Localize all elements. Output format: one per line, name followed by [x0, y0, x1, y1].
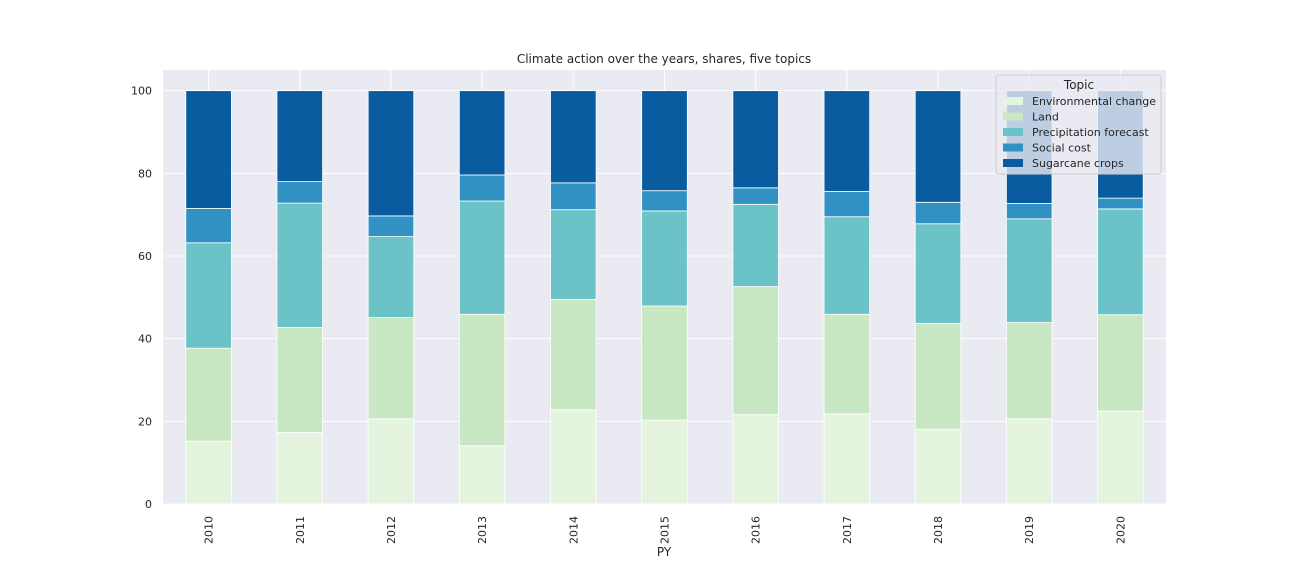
bar-segment — [732, 203, 779, 287]
bar-segment — [276, 202, 323, 328]
x-tick-label: 2019 — [1023, 516, 1036, 544]
x-tick-label: 2020 — [1114, 516, 1127, 544]
y-tick-label: 60 — [138, 250, 152, 263]
x-tick-label: 2013 — [476, 516, 489, 544]
bar-segment — [458, 90, 506, 176]
bar-segment — [732, 90, 779, 189]
bar-segment — [276, 327, 323, 433]
bar-segment — [185, 90, 232, 209]
bar-segment — [367, 215, 415, 237]
legend-swatch — [1003, 159, 1023, 167]
bar-segment — [641, 90, 688, 192]
legend-swatch — [1003, 97, 1023, 105]
bar-segment — [367, 317, 415, 420]
x-tick-label: 2012 — [385, 516, 398, 544]
legend-label: Precipitation forecast — [1032, 126, 1149, 139]
y-tick-label: 0 — [145, 498, 152, 511]
legend-swatch — [1003, 143, 1023, 152]
bar-segment — [823, 413, 871, 505]
bar-segment — [823, 216, 871, 315]
y-tick-label: 80 — [138, 167, 152, 180]
bar-segment — [1006, 418, 1053, 505]
bar-segment — [276, 432, 323, 505]
legend-label: Land — [1032, 111, 1059, 124]
bar-segment — [276, 181, 323, 204]
legend-entry: Social cost — [1003, 142, 1092, 155]
y-tick-label: 100 — [131, 85, 152, 98]
bar-segment — [367, 236, 415, 318]
bar-segment — [1097, 208, 1144, 316]
bar-segment — [641, 305, 688, 421]
legend: Topic Environmental change Land Precipitat… — [995, 74, 1162, 175]
bar-segment — [458, 174, 506, 202]
x-tick-label: 2018 — [932, 516, 945, 544]
bar-segment — [550, 90, 597, 184]
bar-segment — [732, 414, 779, 505]
bar-segment — [1097, 314, 1144, 412]
bar-segment — [550, 182, 597, 211]
bar-segment — [641, 190, 688, 212]
x-tick-label: 2015 — [659, 516, 672, 544]
legend-frame — [995, 74, 1162, 175]
x-axis-label: PY — [657, 545, 672, 559]
bar-segment — [914, 223, 962, 324]
bar-segment — [1097, 410, 1144, 505]
chart-title: Climate action over the years, shares, f… — [517, 52, 811, 66]
legend-title: Topic — [1063, 78, 1094, 92]
bar-segment — [732, 286, 779, 416]
y-tick-label: 20 — [138, 415, 152, 428]
bar-segment — [367, 90, 415, 217]
bar-segment — [823, 191, 871, 218]
bar-segment — [185, 208, 232, 244]
axes: 0 20 40 60 80 100 2010 2011 2012 2013 2014 2015 2016… — [131, 85, 1127, 544]
bar-segment — [367, 418, 415, 505]
legend-label: Social cost — [1032, 142, 1092, 155]
x-tick-label: 2016 — [750, 516, 763, 544]
bar-segment — [1006, 218, 1053, 323]
x-tick-label: 2010 — [203, 516, 216, 544]
bar-segment — [185, 242, 232, 349]
bar-segment — [550, 209, 597, 300]
legend-entry: Sugarcane crops — [1003, 157, 1124, 170]
x-tick-label: 2011 — [294, 516, 307, 544]
legend-label: Sugarcane crops — [1032, 157, 1124, 170]
x-tick-label: 2014 — [567, 516, 580, 544]
bar-segment — [185, 347, 232, 442]
legend-entry: Precipitation forecast — [1003, 126, 1149, 139]
bar-segment — [185, 440, 232, 505]
bar-segment — [458, 445, 506, 505]
bar-segment — [641, 210, 688, 307]
bar-segment — [914, 428, 962, 505]
y-tick-label: 40 — [138, 333, 152, 346]
bar-segment — [550, 409, 597, 505]
bar-segment — [823, 90, 871, 192]
legend-entry: Land — [1003, 111, 1059, 124]
bar-segment — [550, 298, 597, 411]
bar-segment — [914, 322, 962, 430]
legend-swatch — [1003, 128, 1023, 136]
bar-segment — [914, 90, 962, 203]
bar-segment — [1097, 197, 1144, 210]
bar-segment — [641, 419, 688, 505]
legend-swatch — [1003, 112, 1023, 121]
bar-segment — [458, 313, 506, 447]
bar-segment — [276, 90, 323, 182]
bar-segment — [458, 200, 506, 315]
legend-entry: Environmental change — [1003, 95, 1156, 108]
bar-segment — [732, 187, 779, 205]
legend-label: Environmental change — [1032, 95, 1156, 108]
bar-segment — [1006, 322, 1053, 420]
x-tick-label: 2017 — [841, 516, 854, 544]
bar-segment — [1006, 203, 1053, 220]
bar-segment — [823, 313, 871, 415]
bar-segment — [914, 201, 962, 225]
